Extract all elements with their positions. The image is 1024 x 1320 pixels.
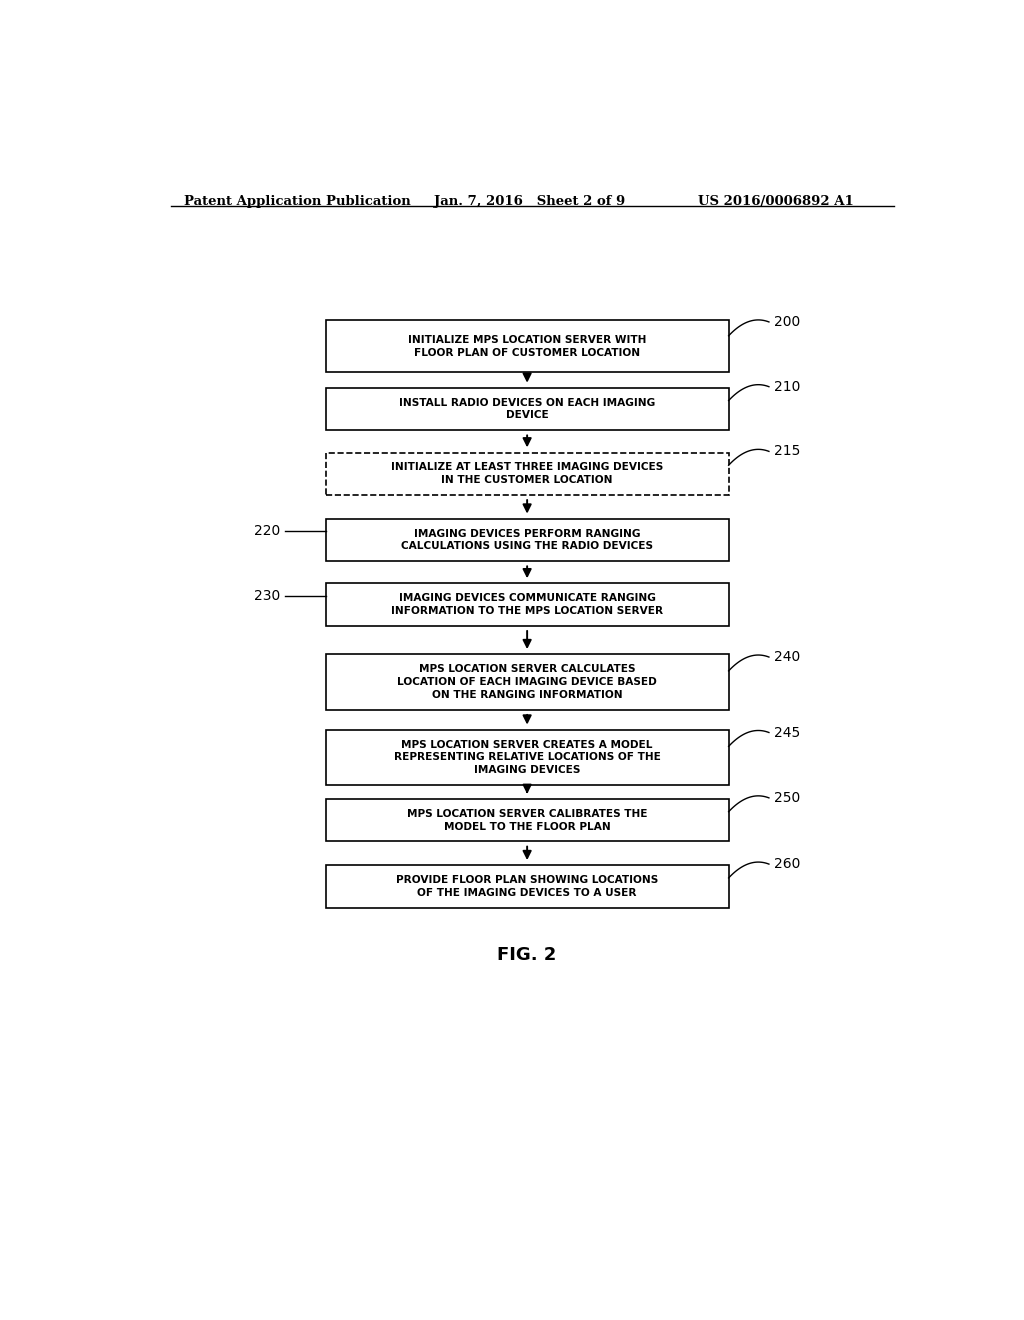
Text: 245: 245 — [774, 726, 801, 739]
Text: MPS LOCATION SERVER CALIBRATES THE
MODEL TO THE FLOOR PLAN: MPS LOCATION SERVER CALIBRATES THE MODEL… — [407, 809, 647, 832]
Text: IMAGING DEVICES COMMUNICATE RANGING
INFORMATION TO THE MPS LOCATION SERVER: IMAGING DEVICES COMMUNICATE RANGING INFO… — [391, 593, 664, 616]
FancyBboxPatch shape — [326, 321, 729, 372]
Text: 260: 260 — [774, 857, 801, 871]
Text: INITIALIZE AT LEAST THREE IMAGING DEVICES
IN THE CUSTOMER LOCATION: INITIALIZE AT LEAST THREE IMAGING DEVICE… — [391, 462, 664, 486]
Text: Patent Application Publication: Patent Application Publication — [183, 195, 411, 209]
FancyBboxPatch shape — [326, 583, 729, 626]
Text: IMAGING DEVICES PERFORM RANGING
CALCULATIONS USING THE RADIO DEVICES: IMAGING DEVICES PERFORM RANGING CALCULAT… — [401, 528, 653, 552]
FancyBboxPatch shape — [326, 799, 729, 841]
Text: PROVIDE FLOOR PLAN SHOWING LOCATIONS
OF THE IMAGING DEVICES TO A USER: PROVIDE FLOOR PLAN SHOWING LOCATIONS OF … — [396, 875, 658, 898]
Text: US 2016/0006892 A1: US 2016/0006892 A1 — [697, 195, 853, 209]
FancyBboxPatch shape — [326, 655, 729, 710]
FancyBboxPatch shape — [326, 453, 729, 495]
Text: 240: 240 — [774, 649, 801, 664]
Text: 215: 215 — [774, 445, 801, 458]
Text: MPS LOCATION SERVER CREATES A MODEL
REPRESENTING RELATIVE LOCATIONS OF THE
IMAGI: MPS LOCATION SERVER CREATES A MODEL REPR… — [393, 739, 660, 775]
Text: 220: 220 — [254, 524, 280, 539]
FancyBboxPatch shape — [326, 866, 729, 908]
FancyBboxPatch shape — [326, 730, 729, 785]
Text: INSTALL RADIO DEVICES ON EACH IMAGING
DEVICE: INSTALL RADIO DEVICES ON EACH IMAGING DE… — [399, 397, 655, 421]
Text: MPS LOCATION SERVER CALCULATES
LOCATION OF EACH IMAGING DEVICE BASED
ON THE RANG: MPS LOCATION SERVER CALCULATES LOCATION … — [397, 664, 657, 700]
Text: 210: 210 — [774, 380, 801, 393]
Text: 230: 230 — [254, 589, 280, 603]
Text: 250: 250 — [774, 791, 801, 805]
Text: FIG. 2: FIG. 2 — [498, 946, 557, 965]
Text: 200: 200 — [774, 315, 801, 329]
Text: INITIALIZE MPS LOCATION SERVER WITH
FLOOR PLAN OF CUSTOMER LOCATION: INITIALIZE MPS LOCATION SERVER WITH FLOO… — [408, 335, 646, 358]
FancyBboxPatch shape — [326, 388, 729, 430]
Text: Jan. 7, 2016   Sheet 2 of 9: Jan. 7, 2016 Sheet 2 of 9 — [434, 195, 626, 209]
FancyBboxPatch shape — [326, 519, 729, 561]
